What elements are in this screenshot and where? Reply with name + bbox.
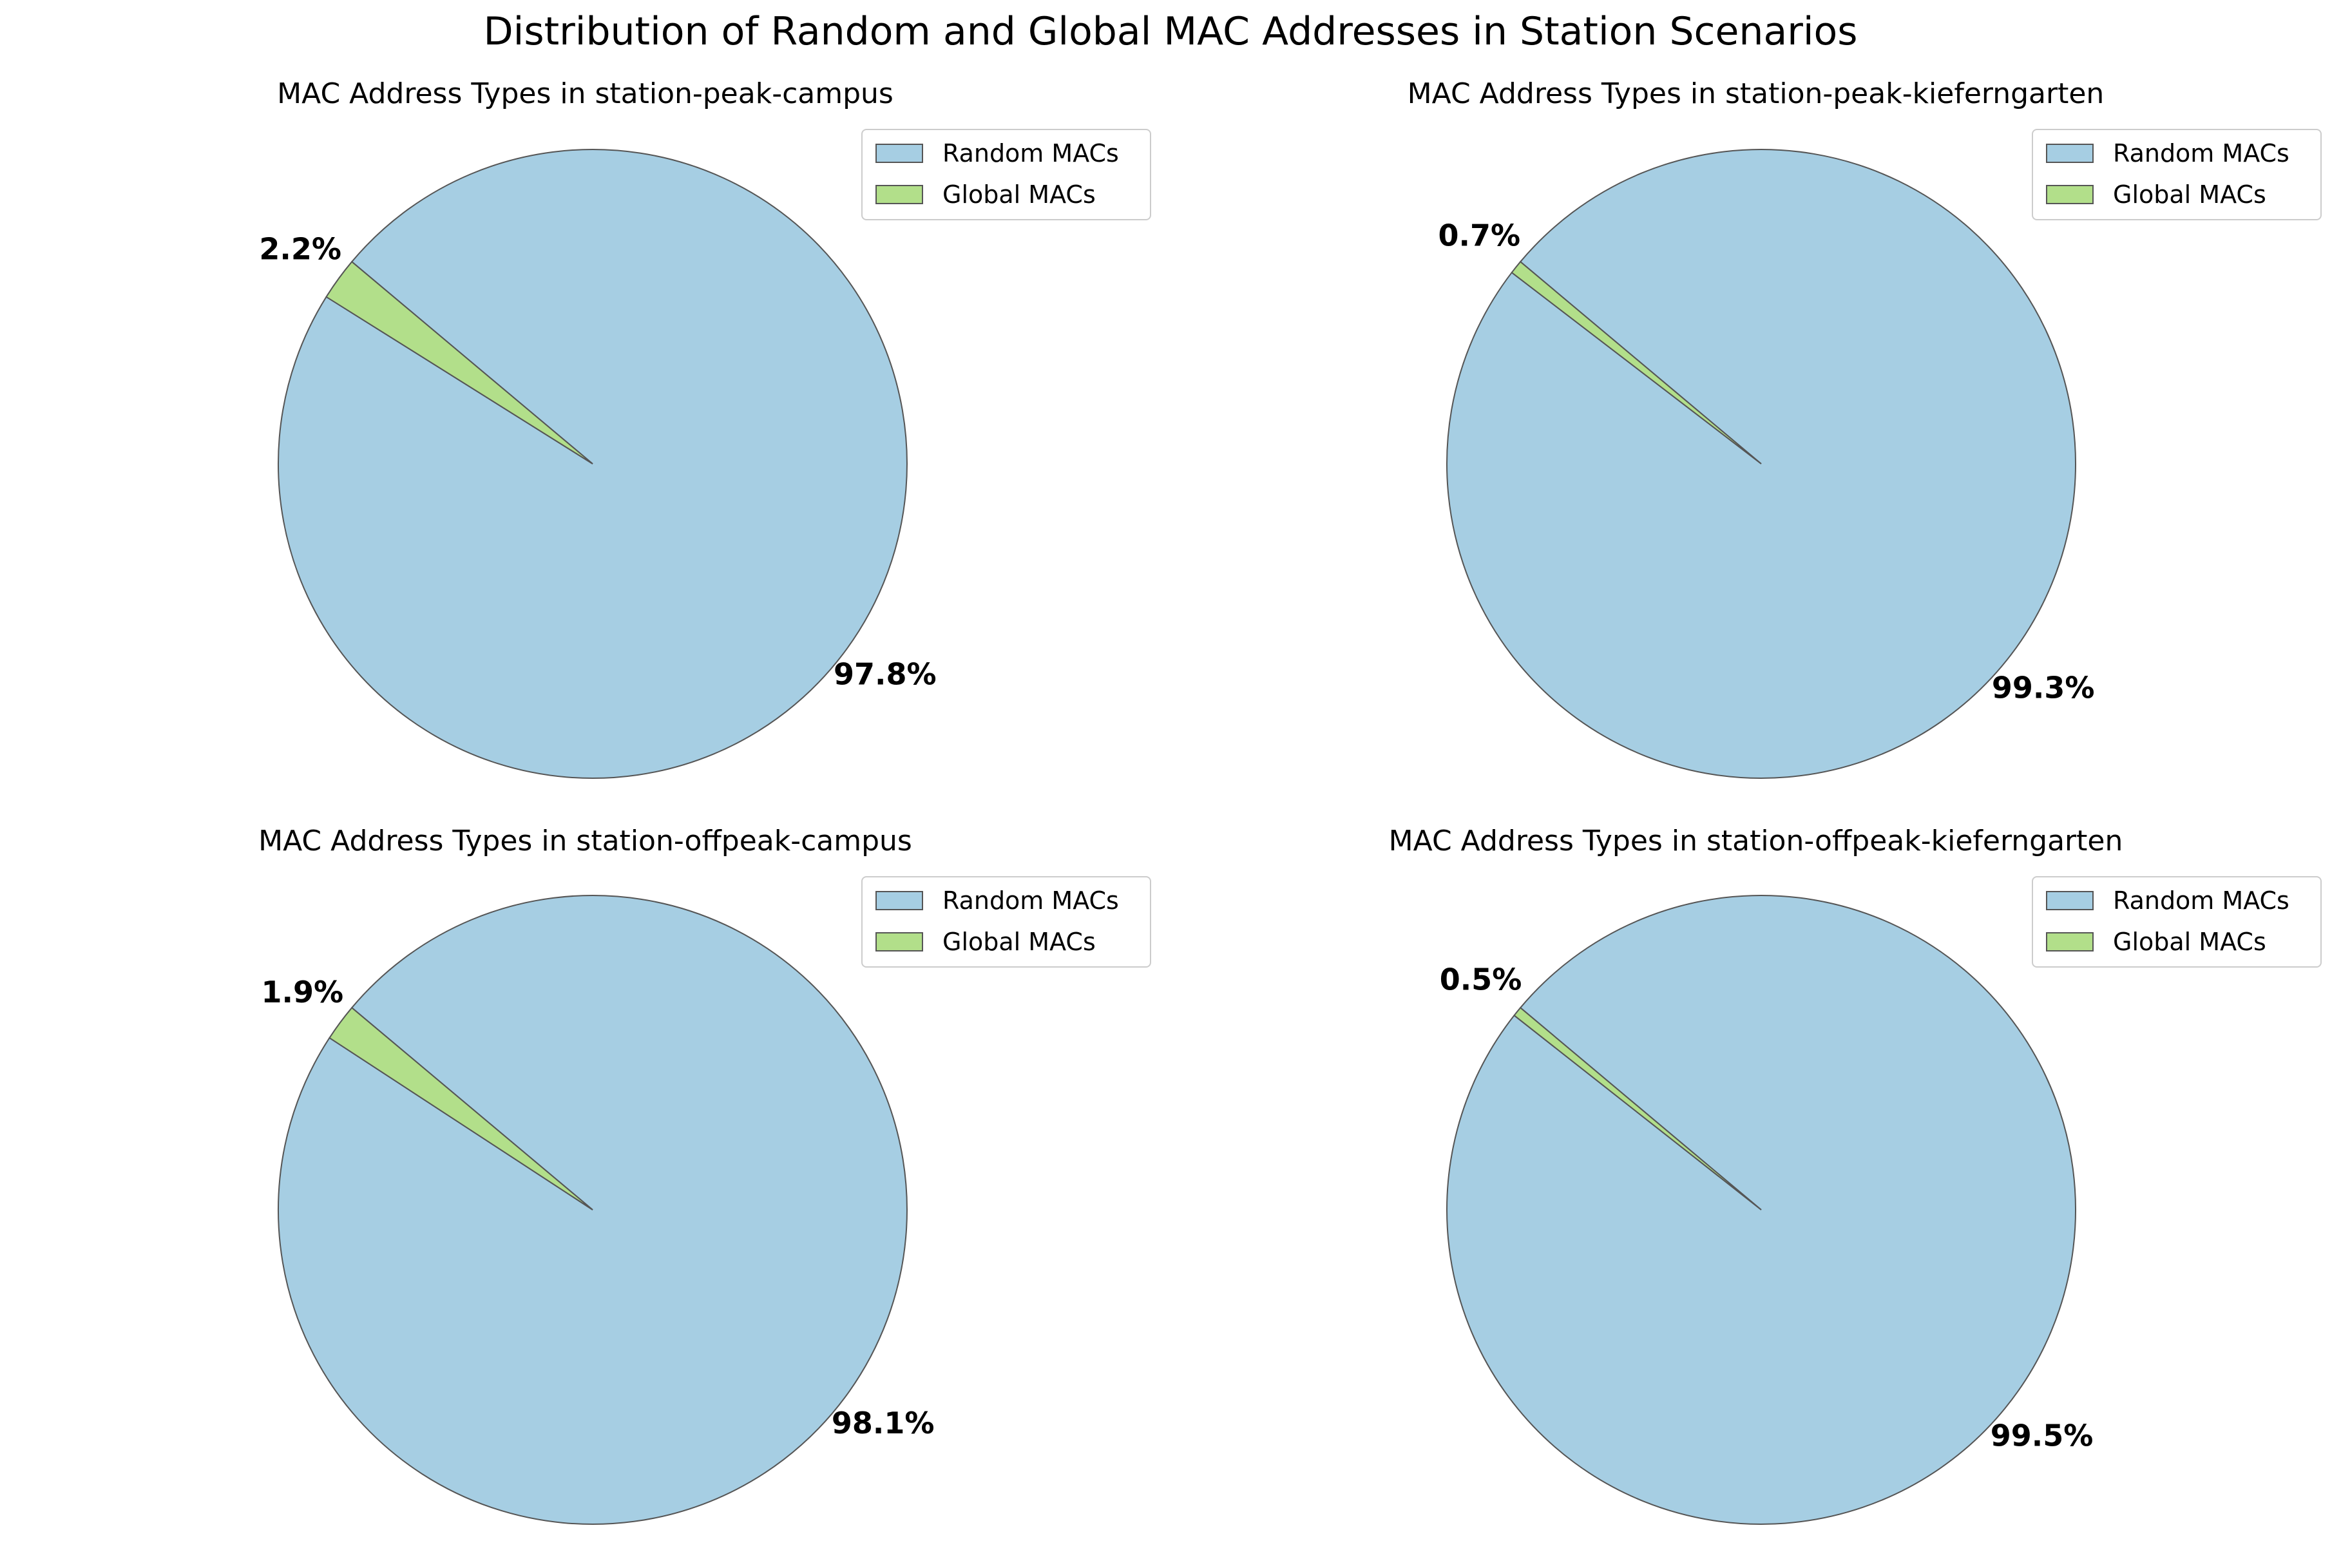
- pie-value-label: 2.2%: [259, 231, 341, 266]
- legend-item-random-macs: Random MACs: [875, 886, 1119, 915]
- chart-legend: Random MACs Global MACs: [861, 129, 1151, 220]
- pie-value-label: 97.8%: [834, 657, 937, 692]
- pie-value-label: 0.7%: [1438, 218, 1521, 253]
- pie-slice-global-macs: [325, 260, 593, 464]
- legend-label: Random MACs: [2113, 139, 2289, 167]
- chart-title: MAC Address Types in station-peak-kiefer…: [1407, 77, 2105, 110]
- pie-value-label: 0.5%: [1440, 962, 1522, 997]
- legend-swatch: [2046, 185, 2094, 204]
- pie-value-label: 1.9%: [262, 975, 344, 1009]
- legend-label: Global MACs: [942, 928, 1096, 956]
- pie-plot: 99.5% 0.5%: [1440, 894, 2094, 1525]
- pie-slice-global-macs: [1513, 1006, 1762, 1210]
- pie-chart-panel: MAC Address Types in station-peak-campus…: [0, 71, 1170, 818]
- legend-label: Random MACs: [2113, 886, 2289, 915]
- pie-slice-global-macs: [329, 1006, 593, 1210]
- legend-label: Global MACs: [942, 180, 1096, 209]
- legend-item-random-macs: Random MACs: [875, 139, 1119, 167]
- legend-label: Random MACs: [942, 886, 1119, 915]
- pie-plot: 97.8% 2.2%: [259, 149, 937, 779]
- legend-item-global-macs: Global MACs: [2046, 928, 2266, 956]
- figure-title: Distribution of Random and Global MAC Ad…: [483, 9, 1858, 54]
- legend-item-global-macs: Global MACs: [2046, 180, 2266, 209]
- pie-slice-global-macs: [1511, 260, 1762, 464]
- legend-item-global-macs: Global MACs: [875, 180, 1096, 209]
- pie-chart-panel: MAC Address Types in station-peak-kiefer…: [1170, 71, 2341, 818]
- chart-legend: Random MACs Global MACs: [861, 876, 1151, 968]
- chart-legend: Random MACs Global MACs: [2032, 129, 2322, 220]
- legend-label: Global MACs: [2113, 928, 2266, 956]
- legend-swatch: [875, 185, 923, 204]
- legend-item-random-macs: Random MACs: [2046, 886, 2289, 915]
- legend-label: Random MACs: [942, 139, 1119, 167]
- chart-title: MAC Address Types in station-offpeak-kie…: [1388, 825, 2123, 857]
- legend-swatch: [875, 144, 923, 163]
- pie-plot: 99.3% 0.7%: [1438, 149, 2095, 779]
- pie-plot: 98.1% 1.9%: [262, 895, 935, 1525]
- pie-chart-panel: MAC Address Types in station-offpeak-kie…: [1170, 818, 2341, 1565]
- legend-swatch: [2046, 144, 2094, 163]
- legend-swatch: [2046, 891, 2094, 910]
- legend-swatch: [875, 932, 923, 951]
- legend-item-random-macs: Random MACs: [2046, 139, 2289, 167]
- chart-legend: Random MACs Global MACs: [2032, 876, 2322, 968]
- pie-value-label: 99.5%: [1991, 1418, 2094, 1453]
- legend-label: Global MACs: [2113, 180, 2266, 209]
- legend-item-global-macs: Global MACs: [875, 928, 1096, 956]
- legend-swatch: [875, 891, 923, 910]
- chart-title: MAC Address Types in station-offpeak-cam…: [258, 825, 912, 857]
- pie-value-label: 99.3%: [1992, 671, 2095, 705]
- pie-value-label: 98.1%: [832, 1406, 935, 1440]
- pie-chart-panel: MAC Address Types in station-offpeak-cam…: [0, 818, 1170, 1565]
- chart-title: MAC Address Types in station-peak-campus: [277, 77, 893, 110]
- pie-slice-random-macs: [1446, 149, 2077, 779]
- legend-swatch: [2046, 932, 2094, 951]
